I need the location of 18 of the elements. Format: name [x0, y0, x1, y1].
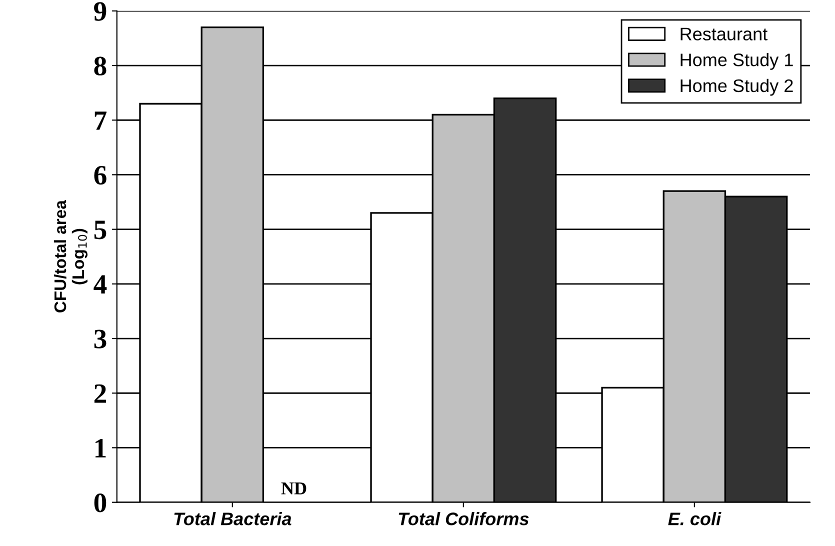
- y-tick-label: 6: [94, 166, 106, 185]
- y-tick-label: 4: [94, 275, 107, 294]
- y-axis-title: CFU/total area (Log$_{10}$): [54, 200, 88, 312]
- y-tick-label: 1: [96, 439, 106, 458]
- legend-label: Home Study 2: [680, 78, 793, 96]
- y-tick-label: 0: [94, 493, 106, 512]
- y-tick-label: 7: [94, 112, 106, 130]
- y-tick-label: 2: [94, 384, 106, 403]
- legend-label: Restaurant: [680, 28, 768, 40]
- x-tick-label: E. coli: [668, 512, 722, 526]
- x-tick-label: Total Bacteria: [174, 512, 292, 526]
- y-tick-label: 5: [94, 220, 106, 240]
- y-tick-label: 9: [94, 2, 106, 21]
- annotation: ND: [281, 482, 306, 494]
- y-tick-label: 3: [94, 330, 106, 348]
- legend-label: Home Study 1: [680, 53, 793, 70]
- y-tick-label: 8: [94, 56, 106, 76]
- x-tick-label: Total Coliforms: [398, 512, 529, 526]
